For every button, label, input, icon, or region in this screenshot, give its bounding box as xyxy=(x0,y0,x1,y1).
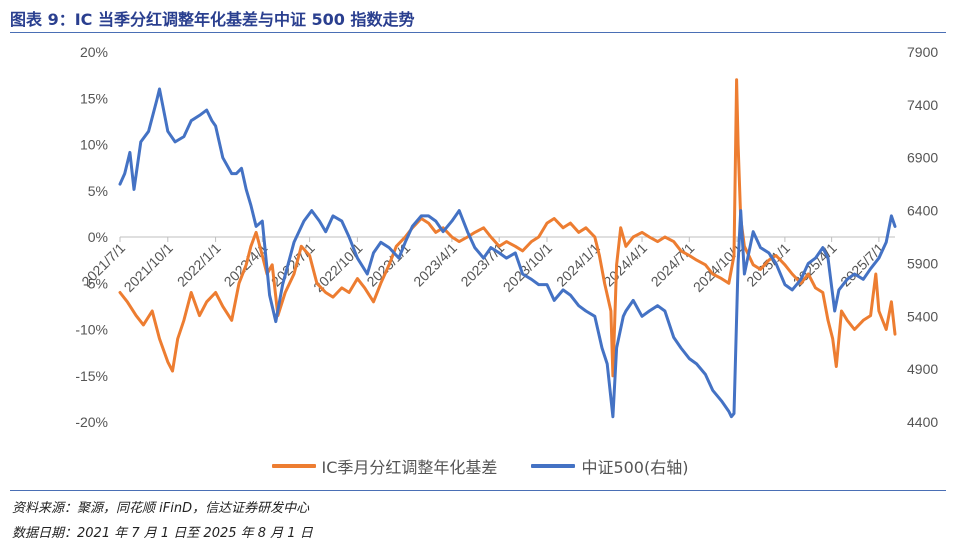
right-axis-ticks: 7900 7400 6900 6400 5900 5400 4900 4400 xyxy=(907,44,938,430)
right-axis-tick-label: 7900 xyxy=(907,44,938,60)
source-note: 资料来源：聚源，同花顺 iFinD，信达证券研发中心 xyxy=(12,501,310,516)
footer-divider xyxy=(10,490,946,491)
legend-label-index: 中证500(右轴) xyxy=(581,458,689,477)
left-axis-tick-label: -5% xyxy=(83,275,108,291)
left-axis-tick-label: -15% xyxy=(75,368,108,384)
left-axis-tick-label: 15% xyxy=(80,90,108,106)
left-axis-tick-label: 20% xyxy=(80,44,108,60)
left-axis-tick-label: -20% xyxy=(75,414,108,430)
left-axis-tick-label: 5% xyxy=(88,183,108,199)
right-axis-tick-label: 5400 xyxy=(907,308,938,324)
right-axis-tick-label: 6400 xyxy=(907,203,938,219)
x-axis-tick-label: 2022/1/1 xyxy=(174,240,224,290)
chart-canvas: 20% 15% 10% 5% 0% -5% -10% -15% -20% 7900 7400 690… xyxy=(75,44,938,430)
chart-title: 图表 9：IC 当季分红调整年化基差与中证 500 指数走势 xyxy=(10,10,415,29)
left-axis-tick-label: -10% xyxy=(75,322,108,338)
right-axis-tick-label: 7400 xyxy=(907,97,938,113)
x-axis-tick-label: 2024/1/1 xyxy=(553,240,603,290)
left-axis-tick-label: 10% xyxy=(80,137,108,153)
index-series-line xyxy=(118,87,897,419)
data-date-note: 数据日期：2021 年 7 月 1 日至 2025 年 8 月 1 日 xyxy=(12,526,313,541)
title-divider xyxy=(10,32,946,33)
legend-label-basis: IC季月分红调整年化基差 xyxy=(321,458,498,477)
legend-swatch-basis xyxy=(271,464,316,468)
right-axis-tick-label: 4900 xyxy=(907,361,938,377)
chart-legend: IC季月分红调整年化基差 中证500(右轴) xyxy=(0,454,960,478)
basis-series-line xyxy=(118,78,897,378)
legend-item-index: 中证500(右轴) xyxy=(531,454,688,478)
right-axis-tick-label: 6900 xyxy=(907,150,938,166)
left-axis-tick-label: 0% xyxy=(88,229,108,245)
right-axis-tick-label: 4400 xyxy=(907,414,938,430)
x-axis-ticks: 2021/7/12021/10/12022/1/12022/4/12022/7/… xyxy=(78,237,887,295)
x-axis-tick-label: 2024/7/1 xyxy=(648,240,698,290)
legend-item-basis: IC季月分红调整年化基差 xyxy=(271,454,498,478)
x-axis-tick-label: 2023/4/1 xyxy=(410,240,460,290)
right-axis-tick-label: 5900 xyxy=(907,255,938,271)
left-axis-ticks: 20% 15% 10% 5% 0% -5% -10% -15% -20% xyxy=(75,44,108,430)
legend-swatch-index xyxy=(531,464,576,468)
x-axis-tick-label: 2021/10/1 xyxy=(121,240,177,296)
